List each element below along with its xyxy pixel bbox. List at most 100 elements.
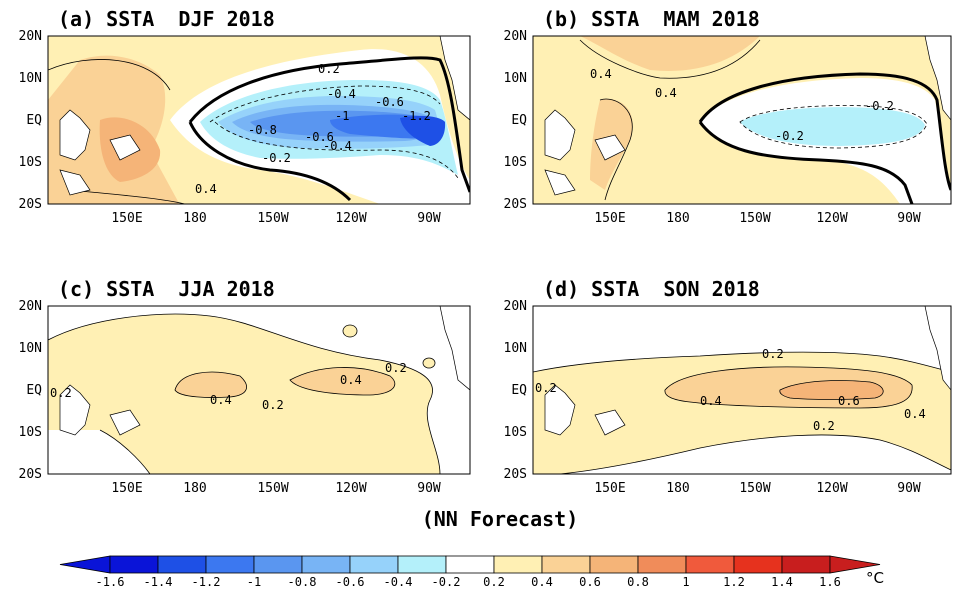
panel-d-positive-contour-2	[559, 434, 951, 474]
colorbar-swatch	[349, 555, 399, 574]
figure-caption: (NN Forecast)	[422, 507, 579, 531]
panel-b-zero-contour-2	[698, 121, 914, 204]
colorbar-arrow-low	[59, 555, 111, 574]
panel-c-y-tick: 20N	[19, 299, 42, 314]
panel-b-contour-labels: 0.4 0.4 -0.2 -0.2	[590, 67, 894, 143]
panel-c-y-tick: 20S	[19, 467, 42, 482]
panel-d-cool-edge	[560, 434, 951, 474]
colorbar-tick-label: 0.4	[531, 575, 553, 589]
panel-b-zero-contour	[698, 72, 951, 191]
panel-c-positive-contour-3	[174, 367, 396, 398]
panel-b-y-tick: 20S	[504, 197, 527, 212]
panel-b-mam: (b) SSTA MAM 2018 0.4 0.4 -0.2 -0.2 20N …	[504, 7, 952, 226]
panel-b-x-tick: 150E	[594, 211, 625, 226]
panel-b-contour-label: 0.4	[590, 67, 612, 81]
panel-c-warm-core-2	[290, 367, 395, 395]
panel-b-contour-label: -0.2	[775, 129, 804, 143]
panel-a-x-axis: 150E 180 150W 120W 90W	[111, 211, 441, 226]
panel-d-y-tick: 10N	[504, 341, 527, 356]
panel-c-x-tick: 120W	[335, 481, 366, 496]
panel-c-america-landmass	[439, 306, 470, 391]
colorbar-tick-label: 1.4	[771, 575, 793, 589]
panel-a-contour-label: -0.2	[262, 151, 291, 165]
panel-b-positive-contour	[579, 39, 761, 201]
colorbar-tick-label: -1.4	[144, 575, 173, 589]
panel-d-contour-label: 0.4	[904, 407, 926, 421]
panel-d-positive-contour	[533, 351, 951, 373]
colorbar-swatch	[253, 555, 303, 574]
colorbar-tick-label: 0.2	[483, 575, 505, 589]
panel-c-contour-label: 0.4	[210, 393, 232, 407]
panel-b-x-tick: 180	[666, 211, 689, 226]
colorbar-swatch	[541, 555, 591, 574]
colorbar-tick-label: 1	[682, 575, 689, 589]
panel-b-frame	[532, 35, 952, 205]
panel-d-y-axis: 20N 10N EQ 10S 20S	[504, 299, 528, 482]
panel-d-contour-label: 0.2	[535, 381, 557, 395]
colorbar-swatch	[589, 555, 639, 574]
colorbar-swatch	[109, 555, 159, 574]
panel-c-contour-label: 0.4	[340, 373, 362, 387]
panel-a-contour-label: -0.6	[375, 95, 404, 109]
panel-a-y-tick: 20S	[19, 197, 42, 212]
panel-d-contour-label: 0.2	[762, 347, 784, 361]
panel-b-contour-label: 0.4	[655, 86, 677, 100]
panel-a-y-tick: 10S	[19, 155, 42, 170]
colorbar-swatch	[301, 555, 351, 574]
panel-d-warm-core-2	[779, 380, 884, 400]
panel-d-x-tick: 150W	[739, 481, 770, 496]
colorbar-arrow-high	[829, 555, 881, 574]
panel-b-landmass	[544, 109, 626, 196]
panel-a-zero-contour-2	[188, 121, 352, 202]
colorbar-tick-label: 1.2	[723, 575, 745, 589]
panel-d-son: (d) SSTA SON 2018 0.2 0.2 0.4 0.6 0.4 0.…	[504, 277, 952, 496]
panel-c-positive-contour-2	[99, 429, 151, 474]
panel-d-contour-label: 0.4	[700, 394, 722, 408]
colorbar-tick-label: -1.6	[96, 575, 125, 589]
colorbar-tick-label: -0.8	[288, 575, 317, 589]
panel-d-title: (d) SSTA SON 2018	[543, 277, 760, 301]
panel-a-x-tick: 150W	[257, 211, 288, 226]
panel-a-negative-contour	[209, 85, 441, 123]
panel-d-contour-label: 0.2	[813, 419, 835, 433]
panel-a-contour-label: 0.4	[195, 182, 217, 196]
panel-c-title: (c) SSTA JJA 2018	[58, 277, 275, 301]
colorbar-tick-label: -0.6	[336, 575, 365, 589]
panel-c-warm-core	[175, 372, 247, 398]
panel-b-y-axis: 20N 10N EQ 10S 20S	[504, 29, 528, 212]
colorbar-unit: °C	[866, 569, 884, 587]
panel-c-y-tick: 10N	[19, 341, 42, 356]
panel-d-x-tick: 120W	[816, 481, 847, 496]
panel-c-y-tick: 10S	[19, 425, 42, 440]
panel-c-x-tick: 90W	[417, 481, 441, 496]
panel-a-cool-core-3	[400, 115, 446, 146]
panel-b-y-tick: 10N	[504, 71, 527, 86]
panel-c-warm-region	[48, 314, 440, 474]
panel-c-warm-island	[342, 324, 358, 338]
panel-d-positive-contour-4	[779, 380, 884, 400]
colorbar-swatch	[493, 555, 543, 574]
panel-d-y-tick: 20N	[504, 299, 527, 314]
panel-b-x-tick: 150W	[739, 211, 770, 226]
panel-c-positive-contour	[48, 313, 441, 474]
panel-a-title: (a) SSTA DJF 2018	[58, 7, 275, 31]
colorbar-swatch	[637, 555, 687, 574]
colorbar-swatch	[397, 555, 447, 574]
colorbar-swatch	[733, 555, 783, 574]
panel-c-contour-labels: 0.2 0.2 0.4 0.4 0.2	[50, 361, 407, 412]
panel-d-contour-labels: 0.2 0.2 0.4 0.6 0.4 0.2	[535, 347, 926, 433]
panel-a-positive-contour	[48, 59, 186, 204]
colorbar-tick-label: 0.6	[579, 575, 601, 589]
panel-b-x-tick: 90W	[897, 211, 921, 226]
panel-b-y-tick: 20N	[504, 29, 527, 44]
colorbar-tick-label: -1.2	[192, 575, 221, 589]
panel-a-x-tick: 150E	[111, 211, 142, 226]
panel-b-negative-contour	[739, 105, 928, 149]
panel-b-y-tick: 10S	[504, 155, 527, 170]
panel-d-y-tick: 10S	[504, 425, 527, 440]
colorbar-tick-label: -0.2	[432, 575, 461, 589]
colorbar-swatch	[157, 555, 207, 574]
panel-a-x-tick: 90W	[417, 211, 441, 226]
panel-d-y-tick: EQ	[511, 383, 527, 398]
